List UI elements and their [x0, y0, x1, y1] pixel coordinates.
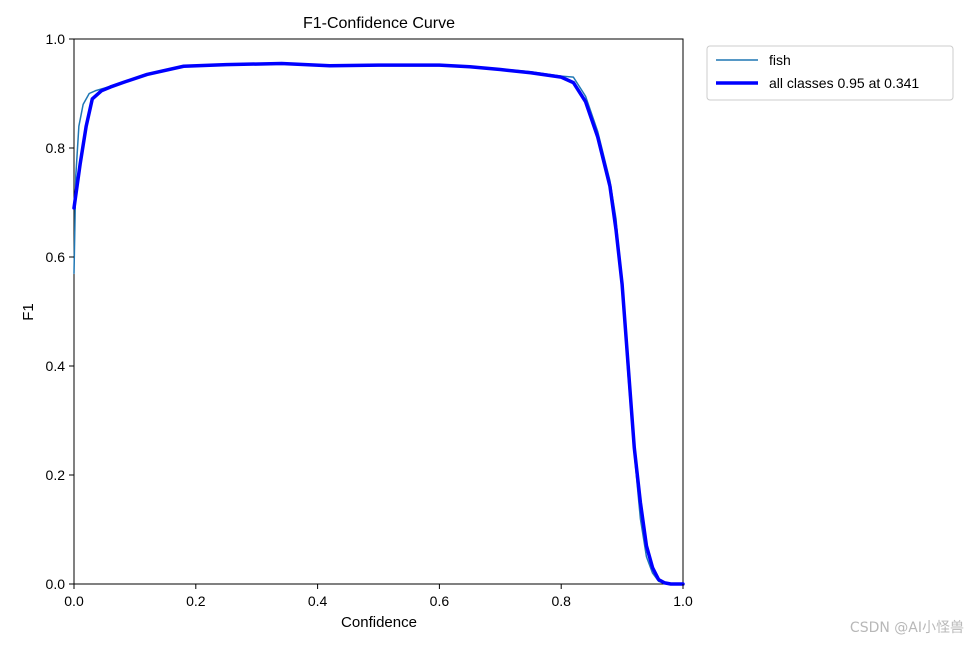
legend: fish all classes 0.95 at 0.341: [706, 45, 954, 101]
x-tick-label: 0.2: [186, 593, 206, 609]
legend-entry-all-classes: all classes 0.95 at 0.341: [769, 75, 919, 91]
y-axis-label: F1: [20, 303, 37, 321]
watermark: CSDN @AI小怪兽: [849, 620, 964, 636]
chart-title: F1-Confidence Curve: [303, 15, 455, 32]
legend-frame: [706, 45, 954, 101]
x-axis-label: Confidence: [341, 614, 417, 631]
x-tick-label: 0.6: [430, 593, 450, 609]
y-tick-label: 0.2: [46, 467, 66, 483]
x-tick-label: 0.0: [64, 593, 84, 609]
x-tick-label: 0.8: [551, 593, 571, 609]
series-line-all-classes: [72, 61, 685, 586]
x-tick-label: 1.0: [673, 593, 693, 609]
y-tick-label: 0.8: [46, 140, 66, 156]
y-tick-label: 0.4: [46, 358, 66, 374]
legend-entry-fish: fish: [769, 52, 791, 68]
y-tick-label: 1.0: [46, 31, 66, 47]
series-layer: [72, 61, 685, 586]
series-line-fish: [73, 62, 684, 585]
x-tick-label: 0.4: [308, 593, 328, 609]
plot-area: [73, 38, 684, 585]
ticks-layer: 0.0 0.2 0.4 0.6 0.8 1.0 0.0 0.2 0.4 0.6 0.8 1.0: [46, 31, 693, 609]
y-tick-label: 0.6: [46, 249, 66, 265]
y-tick-label: 0.0: [46, 576, 66, 592]
